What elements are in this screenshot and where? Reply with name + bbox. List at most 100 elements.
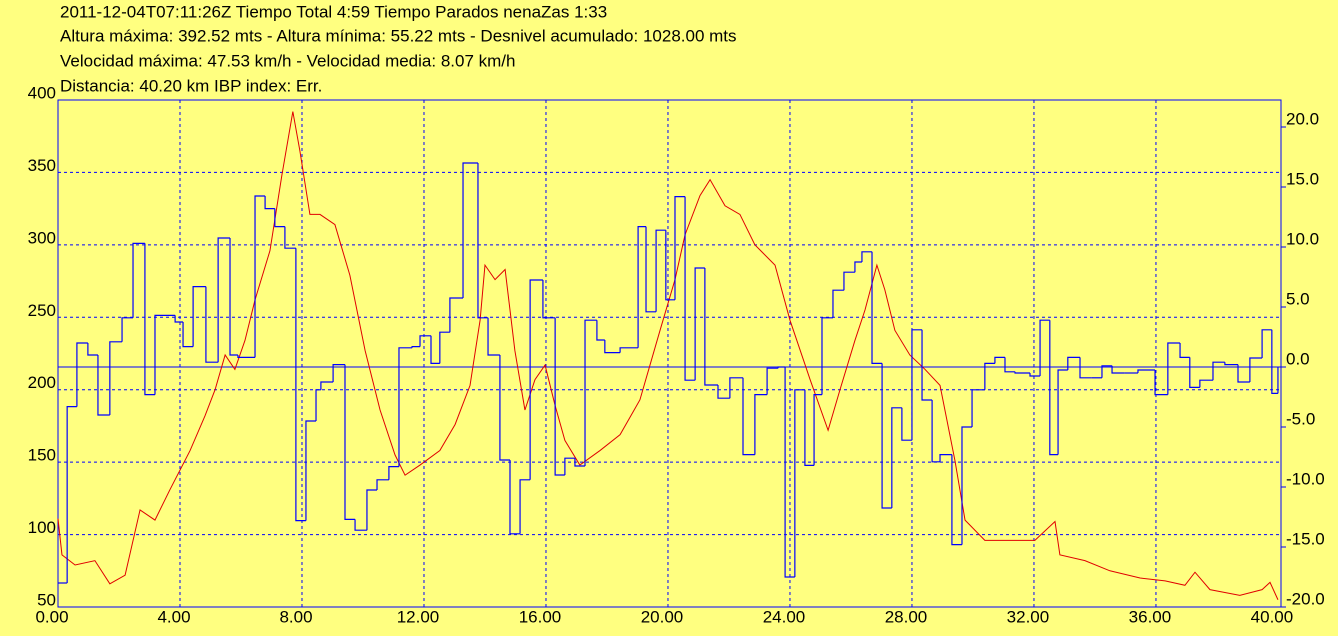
step-segment xyxy=(931,400,941,463)
step-segment xyxy=(354,519,367,531)
step-segment xyxy=(264,196,275,210)
step-segment xyxy=(794,389,805,577)
x-tick-label: 28.00 xyxy=(885,607,928,626)
step-segment xyxy=(419,335,431,347)
step-segment xyxy=(344,364,356,520)
x-tick-label: 24.00 xyxy=(763,607,806,626)
step-segment xyxy=(674,196,686,300)
step-segment xyxy=(665,230,675,301)
line xyxy=(57,111,1279,600)
step-segment xyxy=(487,317,500,356)
step-segment xyxy=(645,226,657,313)
y2-tick-label: 15.0 xyxy=(1286,169,1319,188)
step-segment xyxy=(881,363,892,509)
x-tick-label: 16.00 xyxy=(519,607,562,626)
step-segment xyxy=(564,457,575,475)
step-segment xyxy=(519,479,531,534)
x-tick-label: 12.00 xyxy=(397,607,440,626)
step-segment xyxy=(717,385,730,399)
step-segment xyxy=(1067,356,1081,370)
step-segment xyxy=(1029,373,1041,377)
step-segment xyxy=(861,251,873,262)
step-segment xyxy=(1039,319,1050,376)
step-segment xyxy=(766,367,779,395)
x-tick-label: 40.00 xyxy=(1251,607,1294,626)
step-segment xyxy=(584,319,597,466)
step-segment xyxy=(1212,361,1225,381)
step-segment xyxy=(430,335,440,364)
y-tick-label: 150 xyxy=(28,446,56,465)
y2-tick-label: -5.0 xyxy=(1286,409,1315,428)
step-segment xyxy=(295,248,306,522)
step-segment xyxy=(684,196,696,381)
step-segment xyxy=(174,315,184,323)
y-tick-label: 350 xyxy=(28,156,56,175)
step-segment xyxy=(984,362,995,390)
step-segment xyxy=(398,347,413,467)
x-tick-label: 36.00 xyxy=(1129,607,1172,626)
step-segment xyxy=(1199,379,1213,388)
step-segment xyxy=(574,458,586,467)
step-segment xyxy=(76,342,88,407)
y-tick-label: 300 xyxy=(28,228,56,247)
step-segment xyxy=(637,226,647,348)
step-segment xyxy=(784,367,795,578)
step-segment xyxy=(1261,329,1272,358)
step-segment xyxy=(1249,357,1263,382)
header-line: Distancia: 40.20 km IBP index: Err. xyxy=(60,76,322,95)
step-segment xyxy=(596,320,605,341)
step-segment xyxy=(315,389,321,421)
step-segment xyxy=(1101,365,1113,378)
step-segment xyxy=(754,394,768,455)
step-segment xyxy=(229,238,238,356)
header-line: Altura máxima: 392.52 mts - Altura mínim… xyxy=(60,26,737,45)
step-segment xyxy=(284,226,296,249)
step-segment xyxy=(388,466,399,480)
step-segment xyxy=(854,261,862,273)
step-segment xyxy=(891,407,902,508)
step-segment xyxy=(821,317,833,395)
y-tick-label: 100 xyxy=(28,518,56,537)
step-segment xyxy=(619,347,639,353)
step-segment xyxy=(1057,369,1068,455)
step-segment xyxy=(182,322,194,348)
step-segment xyxy=(961,426,973,545)
step-segment xyxy=(694,267,705,381)
y2-tick-label: 0.0 xyxy=(1286,349,1310,368)
step-segment xyxy=(1154,370,1168,396)
step-segment xyxy=(871,251,883,364)
step-segment xyxy=(1271,329,1278,394)
step-segment xyxy=(477,163,489,319)
step-segment xyxy=(1111,365,1125,374)
step-segment xyxy=(1014,371,1030,374)
step-segment xyxy=(144,243,155,396)
y2-tick-label: -15.0 xyxy=(1286,529,1325,548)
step-segment xyxy=(509,460,521,535)
step-segment xyxy=(109,341,123,415)
step-segment xyxy=(1049,320,1059,456)
step-segment xyxy=(529,279,543,480)
step-segment xyxy=(832,289,844,318)
y2-tick-label: 10.0 xyxy=(1286,229,1319,248)
step-segment xyxy=(205,286,219,363)
x-tick-label: 4.00 xyxy=(157,607,190,626)
step-segment xyxy=(777,366,786,369)
step-segment xyxy=(911,329,923,441)
step-segment xyxy=(439,331,450,364)
step-segment xyxy=(1167,342,1181,395)
step-segment xyxy=(274,208,285,228)
step-segment xyxy=(192,286,206,347)
step-segment xyxy=(1224,362,1238,366)
y2-tick-label: -10.0 xyxy=(1286,469,1325,488)
step-segment xyxy=(411,346,421,348)
step-segment xyxy=(332,364,345,382)
step-segment xyxy=(237,355,256,358)
y2-tick-label: 5.0 xyxy=(1286,289,1310,308)
step-segment xyxy=(1189,357,1200,388)
y-tick-label: 400 xyxy=(28,83,56,102)
step-segment xyxy=(542,280,556,319)
step-segment xyxy=(729,377,744,399)
